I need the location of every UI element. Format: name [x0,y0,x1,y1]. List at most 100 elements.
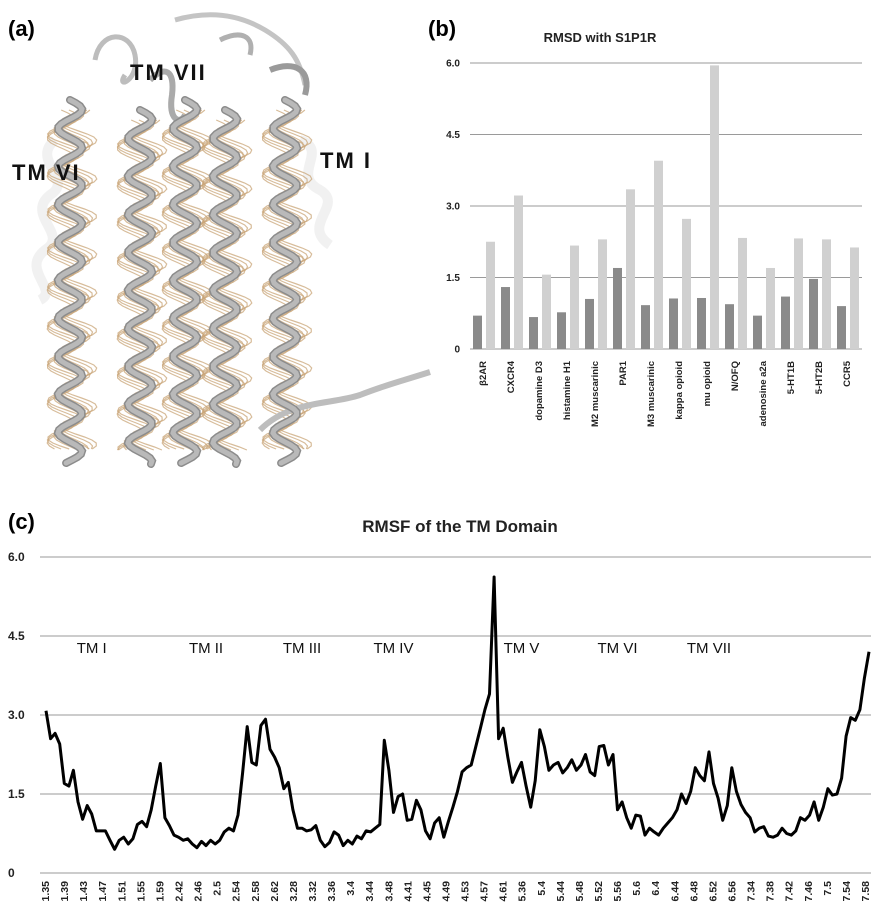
x-tick-label: 6.44 [669,881,681,902]
grid-lines [470,62,862,350]
x-tick-label: 1.59 [154,881,166,902]
bar-series-1 [725,304,734,349]
x-tick-label: 4.61 [498,881,510,902]
x-tick-label: 7.42 [784,881,796,902]
x-tick-label: 6.56 [727,881,739,902]
x-tick-label: 7.54 [841,881,853,902]
x-tick-label: 2.46 [193,881,205,902]
y-tick-label: 1.5 [446,273,460,284]
y-tick-label: 6.0 [8,550,25,564]
x-tick-label: 5.52 [593,881,605,902]
x-tick-label: 7.46 [803,881,815,902]
x-tick-label: 7.58 [860,881,871,902]
sidechain-trace [175,109,213,450]
chart-title: RMSF of the TM Domain [362,517,557,536]
region-label: TM III [283,640,321,657]
bar-series-2 [570,245,579,349]
x-tick-label: 1.35 [40,881,52,902]
bar-series-2 [486,241,495,349]
rmsf-series-line [44,575,871,851]
panel-label-c: (c) [8,509,35,534]
y-tick-label: 1.5 [8,787,25,801]
bar-series-2 [514,195,523,349]
x-tick-label: 6.4 [650,881,662,896]
panel-label-b: (b) [428,16,456,41]
bar-series-2 [598,239,607,349]
bar-series-1 [613,267,622,349]
y-tick-label: 3.0 [446,202,460,213]
x-tick-label: 3.36 [326,881,338,902]
x-tick-label: 1.39 [59,881,71,902]
bar-series-2 [682,218,691,349]
x-tick-label: 3.28 [288,881,300,902]
y-axis-ticks: 0 1.5 3.0 4.5 6.0 [446,59,460,356]
x-tick-label: 4.57 [479,881,491,902]
helix-ribbon [170,97,200,466]
helix-ribbon [210,107,240,467]
y-tick-label: 4.5 [446,130,460,141]
x-tick-label: M3 muscarinic [646,361,657,427]
x-tick-label: 5-HT2B [814,361,825,394]
y-tick-label: 4.5 [8,629,25,643]
x-tick-label: 5.56 [612,881,624,902]
helix-ribbon [125,107,155,467]
y-tick-label: 0 [8,866,15,880]
bar-series-1 [473,315,482,349]
x-tick-label: 1.43 [78,881,90,902]
x-tick-label: 4.41 [402,881,414,902]
x-axis-ticks: β2AR CXCR4 dopamine D3 histamine H1 M2 musca… [478,360,853,427]
backbone-helices [53,12,431,468]
bar-series-2 [822,239,831,349]
x-tick-label: 3.44 [364,881,376,902]
x-tick-label: 3.4 [345,881,357,896]
y-tick-label: 3.0 [8,708,25,722]
x-tick-label: 6.48 [688,881,700,902]
panel-label-a: (a) [8,16,35,41]
x-tick-label: M2 muscarinic [590,361,601,427]
x-tick-label: 5.44 [555,881,567,902]
x-tick-label: 2.42 [173,881,185,902]
chart-title: RMSD with S1P1R [544,30,657,45]
bar-series-2 [542,274,551,349]
bar-series-1 [529,317,538,349]
structure-label: TM VII [130,60,207,85]
bar-series-1 [781,296,790,349]
region-label: TM VI [598,640,638,657]
x-tick-label: CXCR4 [506,360,517,393]
sidechain-trace [60,109,98,450]
x-tick-label: 1.55 [135,881,147,902]
x-tick-label: PAR1 [618,360,629,385]
x-tick-label: 1.47 [97,881,109,902]
bar-series-2 [626,189,635,349]
x-tick-label: 7.38 [765,881,777,902]
x-tick-label: 5.4 [536,881,548,896]
x-tick-label: 4.49 [440,881,452,902]
bar-series-1 [753,315,762,349]
bar-series-1 [641,305,650,349]
x-tick-label: 2.54 [231,881,243,902]
region-label: TM I [77,640,107,657]
bar-series-2 [794,238,803,349]
x-tick-label: 5-HT1B [786,361,797,394]
region-labels: TM I TM II TM III TM IV TM V TM VI TM VII [77,640,731,657]
region-label: TM V [504,640,540,657]
y-tick-label: 6.0 [446,59,460,70]
x-tick-label: 5.36 [517,881,529,902]
x-tick-label: 7.5 [822,881,834,896]
region-label: TM IV [373,640,413,657]
bar-series-1 [837,306,846,349]
x-tick-label: 2.5 [212,881,224,896]
structure-label: TM I [320,148,372,173]
bar-series-1 [669,298,678,349]
x-tick-label: 6.52 [707,881,719,902]
x-axis-ticks: 1.35 1.39 1.43 1.47 1.51 1.55 1.59 2.42 2.46 2.5 2… [40,881,871,902]
bar-series-1 [697,297,706,349]
helix-ribbon [55,97,85,466]
x-tick-label: 3.48 [383,881,395,902]
bar-series-1 [557,312,566,349]
bar-series-2 [766,267,775,349]
y-tick-label: 0 [454,345,460,356]
bar-series-2 [654,160,663,349]
rmsd-bar-chart: RMSD with S1P1R 0 1.5 3.0 4.5 6.0 β2AR CXCR4 d… [446,30,862,427]
